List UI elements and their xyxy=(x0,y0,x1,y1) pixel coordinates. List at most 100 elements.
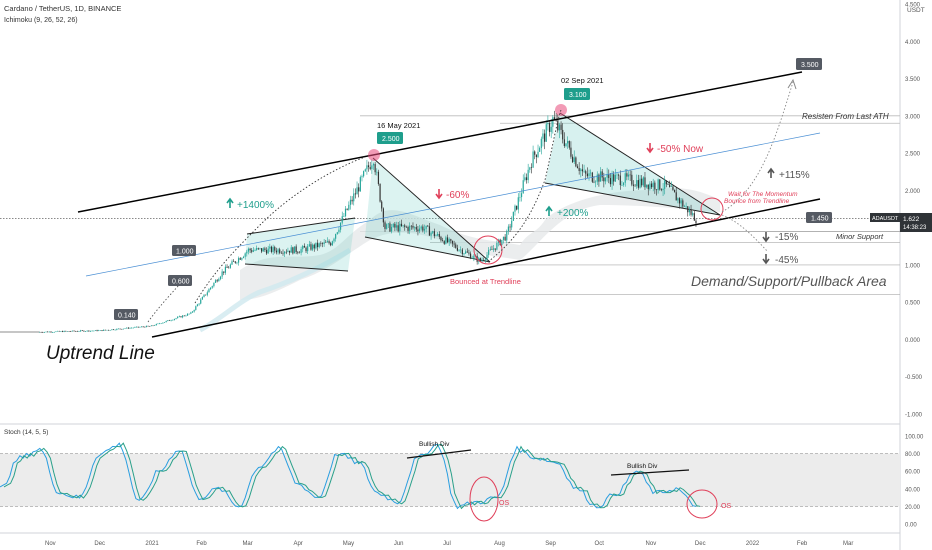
candle-body xyxy=(583,171,585,172)
candle-body xyxy=(47,331,49,333)
candle-body xyxy=(247,248,250,252)
date-sep-label: 02 Sep 2021 xyxy=(561,76,604,85)
candle-body xyxy=(484,259,486,261)
price-tick-label: 0.000 xyxy=(905,338,921,344)
candle-body xyxy=(52,332,54,333)
candle-body xyxy=(687,206,689,213)
bounced-label: Bounced at Trendline xyxy=(450,277,521,286)
candle-body xyxy=(423,228,426,231)
candle-body xyxy=(502,236,505,240)
candle-body xyxy=(144,326,146,328)
time-tick-label: 2021 xyxy=(145,541,159,547)
candle-body xyxy=(608,174,610,179)
candle-body xyxy=(40,332,42,333)
candle-body xyxy=(129,327,131,329)
candle-body xyxy=(328,241,330,244)
candle-body xyxy=(358,187,360,192)
candle-body xyxy=(603,177,605,182)
candle-body xyxy=(196,304,199,307)
price-tick-label: 1.000 xyxy=(905,263,921,269)
candle-body xyxy=(119,328,121,330)
svg-text:1.000: 1.000 xyxy=(176,249,194,256)
candle-body xyxy=(670,186,672,188)
candle-body xyxy=(618,174,620,176)
candle-body xyxy=(552,117,554,127)
candle-body xyxy=(167,320,169,321)
candle-body xyxy=(580,169,582,171)
candle-body xyxy=(437,234,439,236)
candle-body xyxy=(236,262,238,264)
candle-body xyxy=(453,243,455,245)
candle-body xyxy=(71,330,73,332)
pct-15-label: -15% xyxy=(775,232,798,243)
candle-body xyxy=(193,309,195,312)
candle-body xyxy=(688,209,690,213)
candle-body xyxy=(669,184,671,187)
candle-body xyxy=(210,287,212,290)
candle-body xyxy=(300,249,302,253)
candle-body xyxy=(315,242,317,249)
candle-body xyxy=(428,226,431,236)
candle-body xyxy=(407,227,409,231)
time-tick-label: 2022 xyxy=(746,541,760,547)
candle-body xyxy=(427,225,429,227)
stoch-title: Stoch (14, 5, 5) xyxy=(4,429,48,436)
candle-body xyxy=(354,193,356,195)
candle-body xyxy=(463,253,465,255)
zone-layer xyxy=(0,115,900,296)
candle-body xyxy=(394,223,396,228)
candle-body xyxy=(637,180,639,188)
candle-body xyxy=(522,180,524,194)
candle-body xyxy=(106,329,108,331)
candle-body xyxy=(333,238,335,242)
indicator-label: Ichimoku (9, 26, 52, 26) xyxy=(4,17,78,24)
candle-body xyxy=(137,326,139,328)
candle-body xyxy=(226,266,228,268)
candle-body xyxy=(504,236,506,241)
ichimoku-cloud-area xyxy=(240,188,720,300)
candle-body xyxy=(175,318,177,319)
candle-body xyxy=(269,246,271,249)
candle-body xyxy=(223,271,225,273)
candle-body xyxy=(249,248,251,251)
time-tick-label: Jul xyxy=(443,541,451,547)
candle-body xyxy=(435,235,437,237)
candle-body xyxy=(376,171,378,173)
candle-body xyxy=(647,184,649,190)
candle-body xyxy=(142,326,144,328)
candle-body xyxy=(94,330,97,331)
candle-body xyxy=(157,323,159,325)
tag-1000: 1.000 xyxy=(172,245,196,256)
candle-body xyxy=(264,248,266,251)
candle-body xyxy=(344,208,347,217)
os-label-2: OS xyxy=(721,503,731,510)
candle-body xyxy=(208,289,210,293)
candle-body xyxy=(448,239,450,243)
candle-body xyxy=(246,251,248,254)
price-tick-label: -0.500 xyxy=(905,375,923,381)
candle-body xyxy=(219,276,222,280)
ichimoku-cloud xyxy=(198,188,720,333)
price-tick-label: 4.500 xyxy=(905,3,921,9)
candle-body xyxy=(655,189,658,191)
candle-body xyxy=(163,322,166,323)
candle-body xyxy=(529,167,531,170)
candle-body xyxy=(251,250,253,252)
candle-body xyxy=(631,174,633,185)
candle-body xyxy=(441,240,444,242)
candle-body xyxy=(524,177,526,181)
candle-body xyxy=(180,316,182,318)
candle-body xyxy=(415,227,417,230)
candle-body xyxy=(609,178,612,185)
candle-body xyxy=(420,226,422,229)
candle-body xyxy=(320,243,322,244)
candle-body xyxy=(692,213,694,215)
candle-body xyxy=(507,226,510,232)
candle-body xyxy=(440,236,442,241)
candle-body xyxy=(152,325,154,327)
candle-body xyxy=(356,187,358,195)
candle-body xyxy=(382,208,384,223)
candle-body xyxy=(604,177,607,182)
stoch-tick-label: 80.00 xyxy=(905,452,921,458)
stoch-tick-label: 0.00 xyxy=(905,523,917,529)
